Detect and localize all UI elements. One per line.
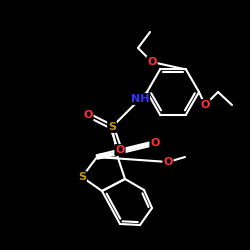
Text: S: S [78,172,86,182]
Text: O: O [163,157,173,167]
Text: O: O [200,100,210,110]
Text: S: S [108,122,116,132]
Text: O: O [150,138,160,148]
Text: NH: NH [131,94,149,104]
Text: O: O [83,110,93,120]
Text: O: O [147,57,157,67]
Text: O: O [115,145,125,155]
